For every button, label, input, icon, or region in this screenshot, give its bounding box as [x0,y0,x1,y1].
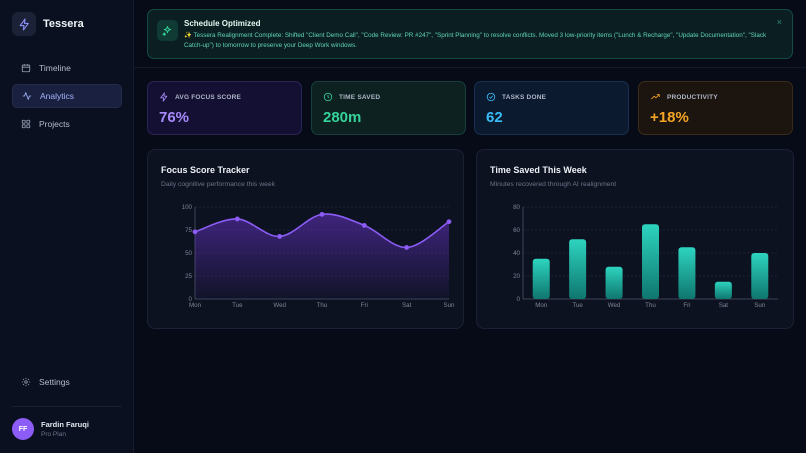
focus-y-tick-label: 0 [189,296,193,303]
top-band [134,0,806,68]
time-bar [714,281,732,299]
time-bar [678,247,696,299]
time-y-tick-label: 80 [513,204,520,211]
time-x-tick-label: Sun [754,302,766,309]
focus-y-tick-label: 100 [182,204,193,211]
time-bar [605,266,623,299]
avatar: FF [12,418,34,440]
focus-data-point [404,245,410,250]
time-y-tick-label: 60 [513,227,520,234]
divider [12,406,122,407]
stat-card-focus: AVG FOCUS SCORE 76% [147,81,302,135]
focus-score-chart: 0 25 50 75 100 Mon Tue Wed Thu Fri Sat Sun [182,204,455,309]
focus-data-point [234,216,240,222]
time-saved-chart: 0 20 40 60 80 Mon Tue Wed Thu Fri Sat Sun [513,204,778,309]
stat-card-time-saved: TIME SAVED 280m [311,81,466,135]
zap-icon [160,92,168,102]
chart-title: Time Saved This Week [490,165,587,175]
stat-card-productivity: PRODUCTIVITY +18% [638,81,793,135]
time-y-tick-label: 0 [517,296,521,303]
sidebar-item-label: Timeline [39,63,71,73]
user-profile[interactable]: FF Fardin Faruqi Pro Plan [12,418,89,440]
notification-banner: Schedule Optimized ✨ Tessera Realignment… [147,9,793,59]
stat-label: PRODUCTIVITY [667,93,718,101]
focus-x-tick-label: Thu [317,302,328,309]
time-bar [642,224,659,299]
focus-data-point [192,229,198,235]
user-plan: Pro Plan [41,431,66,438]
sidebar: Tessera Timeline Analytics Projects Sett… [0,0,134,453]
focus-x-tick-label: Sat [402,302,412,309]
app-name: Tessera [43,18,84,30]
trending-up-icon [651,94,660,100]
chart-subtitle: Daily cognitive performance this week [161,181,276,188]
activity-icon [22,92,32,100]
time-bar [532,258,550,299]
gear-icon [21,377,31,387]
clock-icon [323,92,333,102]
sidebar-nav: Timeline Analytics Projects [12,56,122,140]
stat-label: TASKS DONE [502,93,547,101]
focus-y-tick-label: 50 [185,250,192,257]
sidebar-item-label: Settings [39,377,70,387]
main-content: Schedule Optimized ✨ Tessera Realignment… [134,0,806,453]
focus-x-tick-label: Mon [189,302,202,309]
focus-area-fill [195,214,449,299]
time-x-tick-label: Mon [535,302,548,309]
focus-x-tick-label: Wed [273,302,286,309]
check-circle-icon [486,92,496,102]
focus-data-point [446,219,452,225]
lightning-logo-icon [12,12,36,36]
chart-title: Focus Score Tracker [161,165,250,175]
sidebar-item-settings[interactable]: Settings [12,370,122,394]
sidebar-item-analytics[interactable]: Analytics [12,84,122,108]
focus-x-tick-label: Sun [443,302,455,309]
focus-y-tick-label: 75 [185,227,192,234]
time-x-tick-label: Thu [645,302,656,309]
focus-score-card: Focus Score Tracker Daily cognitive perf… [147,149,464,329]
stat-value: 62 [486,109,503,126]
time-x-tick-label: Tue [572,302,583,309]
chart-subtitle: Minutes recovered through AI realignment [490,181,617,188]
sidebar-item-projects[interactable]: Projects [12,112,122,136]
stat-card-tasks: TASKS DONE 62 [474,81,629,135]
stat-label: TIME SAVED [339,93,381,101]
notification-message: ✨ Tessera Realignment Complete: Shifted … [184,32,767,49]
time-y-tick-label: 40 [513,250,520,257]
notification-title: Schedule Optimized [184,19,261,28]
time-x-tick-label: Wed [608,302,621,309]
time-saved-card: Time Saved This Week Minutes recovered t… [476,149,794,329]
focus-data-point [361,223,367,228]
focus-y-tick-label: 25 [185,273,192,280]
focus-x-tick-label: Tue [232,302,243,309]
stat-value: 76% [159,109,190,126]
sparkles-icon [157,20,178,41]
grid-icon [21,119,31,129]
sidebar-item-label: Analytics [40,91,75,101]
stat-value: 280m [323,109,362,126]
close-icon[interactable]: × [776,17,782,27]
time-y-tick-label: 20 [513,273,520,280]
stat-value: +18% [650,109,689,126]
stat-label: AVG FOCUS SCORE [175,93,242,101]
sidebar-item-label: Projects [39,119,70,129]
focus-x-tick-label: Fri [361,302,368,309]
sidebar-item-timeline[interactable]: Timeline [12,56,122,80]
brand[interactable]: Tessera [12,12,84,36]
time-bar [751,253,769,299]
time-bar [569,239,587,299]
focus-data-point [277,234,283,239]
user-name: Fardin Faruqi [41,420,89,429]
calendar-icon [21,64,31,73]
focus-data-point [319,211,325,217]
time-x-tick-label: Sat [719,302,729,309]
time-x-tick-label: Fri [683,302,690,309]
